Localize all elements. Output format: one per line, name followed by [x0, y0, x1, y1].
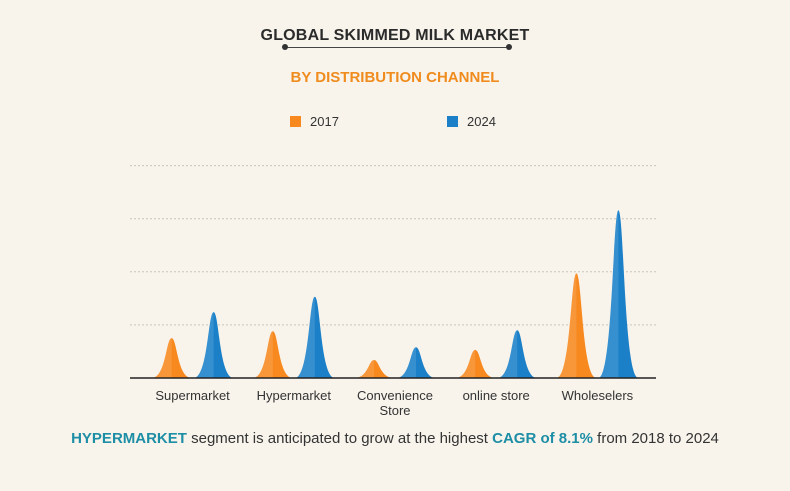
category-label-2-1: Store — [379, 403, 410, 418]
legend-swatch-2017 — [290, 116, 301, 127]
category-label-3-0: online store — [463, 388, 530, 403]
category-label-4-0: Wholeselers — [562, 388, 634, 403]
peak-shade-2024-4 — [598, 210, 619, 378]
peak-2017-3 — [455, 349, 496, 378]
peak-2017-0 — [151, 338, 192, 378]
category-label-2-0: Convenience — [357, 388, 433, 403]
legend-label-2024: 2024 — [467, 114, 496, 129]
peak-shade-2024-1 — [294, 296, 315, 378]
legend-item-2017: 2017 — [290, 114, 339, 129]
chart-title: GLOBAL SKIMMED MILK MARKET — [260, 27, 530, 44]
peak-shade-2024-2 — [396, 347, 416, 378]
peak-shade-2017-3 — [455, 349, 476, 378]
category-label-1-0: Hypermarket — [257, 388, 332, 403]
footer-text-2: from 2018 to 2024 — [592, 430, 719, 447]
peak-shade-2024-0 — [193, 312, 214, 378]
peak-2024-2 — [396, 347, 436, 378]
legend-item-2024: 2024 — [447, 114, 496, 129]
peak-2017-1 — [252, 331, 293, 378]
peak-2017-4 — [556, 273, 597, 378]
footer-text-1: segment is anticipated to grow at the hi… — [186, 430, 493, 447]
chart-subtitle: BY DISTRIBUTION CHANNEL — [290, 69, 500, 86]
footer-cagr: CAGR of 8.1% — [492, 430, 593, 447]
title-divider — [282, 44, 512, 50]
footer-note: HYPERMARKET segment is anticipated to gr… — [0, 430, 790, 447]
peak-2024-0 — [193, 312, 234, 378]
peak-2024-1 — [294, 296, 335, 378]
peak-shade-2017-2 — [354, 359, 374, 378]
peak-shade-2024-3 — [497, 330, 518, 378]
peak-2024-3 — [497, 330, 538, 378]
peak-shade-2017-0 — [151, 338, 172, 378]
peak-shade-2017-1 — [252, 331, 273, 378]
category-label-0-0: Supermarket — [155, 388, 230, 403]
legend-swatch-2024 — [447, 116, 458, 127]
footer-segment: HYPERMARKET — [71, 430, 187, 447]
peak-2024-4 — [598, 210, 639, 378]
legend-label-2017: 2017 — [310, 114, 339, 129]
peak-2017-2 — [354, 359, 394, 378]
peak-shade-2017-4 — [556, 273, 577, 378]
